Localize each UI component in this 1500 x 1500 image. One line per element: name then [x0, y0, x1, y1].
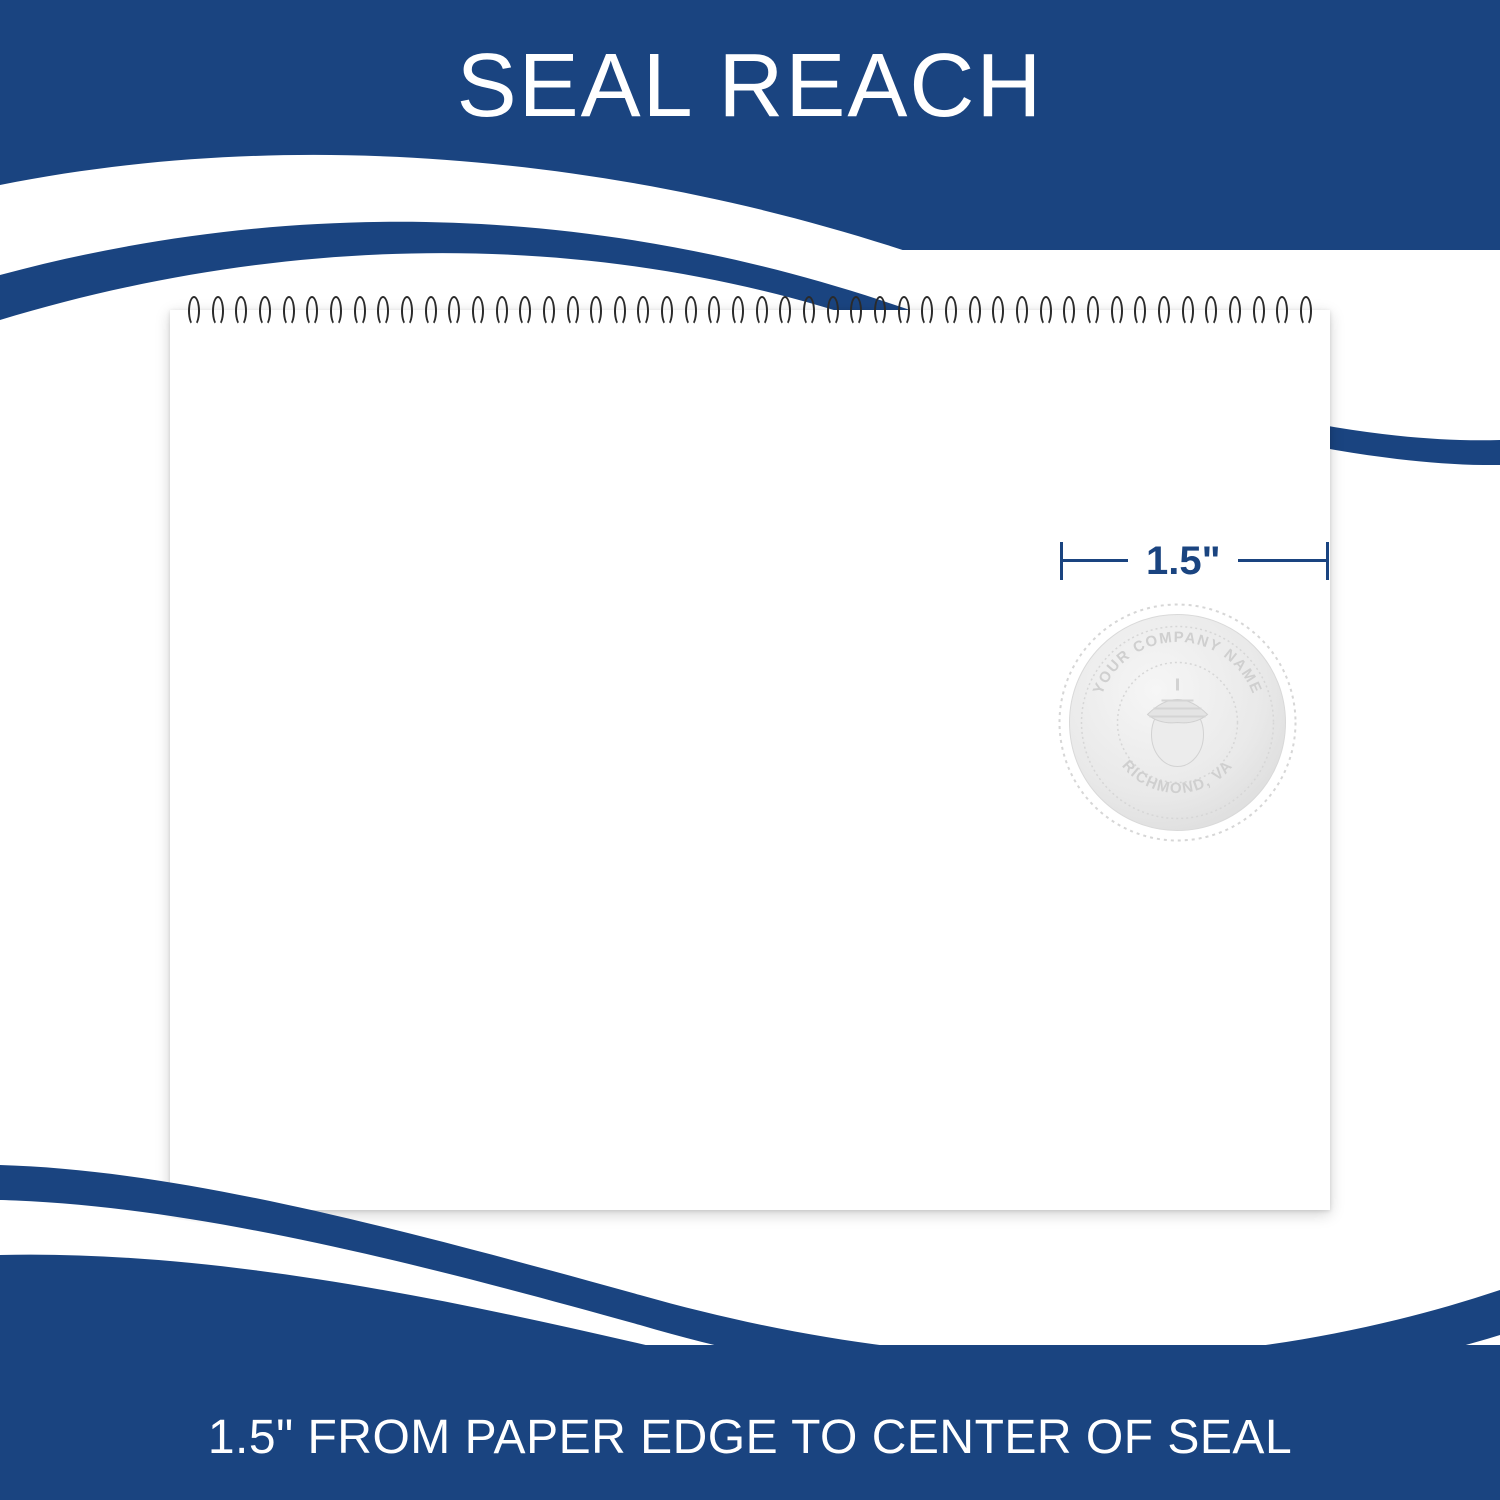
spiral-ring: [590, 296, 602, 326]
spiral-ring: [898, 296, 910, 326]
spiral-ring: [732, 296, 744, 326]
spiral-ring: [1300, 296, 1312, 326]
spiral-ring: [472, 296, 484, 326]
spiral-ring: [874, 296, 886, 326]
spiral-ring: [945, 296, 957, 326]
spiral-ring: [1276, 296, 1288, 326]
embossed-seal: YOUR COMPANY NAME RICHMOND, VA: [1055, 600, 1300, 845]
spiral-ring: [1229, 296, 1241, 326]
spiral-ring: [188, 296, 200, 326]
spiral-ring: [969, 296, 981, 326]
spiral-ring: [661, 296, 673, 326]
header-band: SEAL REACH: [0, 0, 1500, 250]
notepad: 1.5" YOUR COMPANY NAME: [170, 310, 1330, 1210]
spiral-ring: [1040, 296, 1052, 326]
spiral-ring: [235, 296, 247, 326]
spiral-ring: [1205, 296, 1217, 326]
spiral-ring: [803, 296, 815, 326]
spiral-ring: [1016, 296, 1028, 326]
spiral-ring: [567, 296, 579, 326]
measure-line-right: [1238, 559, 1326, 562]
measure-label: 1.5": [1146, 539, 1221, 584]
spiral-ring: [448, 296, 460, 326]
footer-band: 1.5" FROM PAPER EDGE TO CENTER OF SEAL: [0, 1345, 1500, 1500]
spiral-ring: [921, 296, 933, 326]
spiral-ring: [827, 296, 839, 326]
seal-reach-measurement: 1.5": [1060, 535, 1330, 585]
spiral-ring: [1182, 296, 1194, 326]
spiral-ring: [614, 296, 626, 326]
page-title: SEAL REACH: [457, 35, 1044, 138]
spiral-ring: [685, 296, 697, 326]
spiral-ring: [850, 296, 862, 326]
spiral-ring: [306, 296, 318, 326]
spiral-ring: [708, 296, 720, 326]
spiral-ring: [354, 296, 366, 326]
spiral-ring: [1063, 296, 1075, 326]
spiral-ring: [259, 296, 271, 326]
measure-cap-right: [1326, 542, 1329, 580]
spiral-ring: [283, 296, 295, 326]
spiral-ring: [1111, 296, 1123, 326]
spiral-ring: [1087, 296, 1099, 326]
footer-caption: 1.5" FROM PAPER EDGE TO CENTER OF SEAL: [208, 1410, 1292, 1465]
spiral-ring: [637, 296, 649, 326]
spiral-ring: [330, 296, 342, 326]
spiral-ring: [212, 296, 224, 326]
spiral-ring: [496, 296, 508, 326]
spiral-ring: [1134, 296, 1146, 326]
spiral-ring: [1253, 296, 1265, 326]
spiral-ring: [425, 296, 437, 326]
spiral-ring: [756, 296, 768, 326]
measure-line-left: [1060, 559, 1128, 562]
spiral-ring: [519, 296, 531, 326]
spiral-ring: [377, 296, 389, 326]
spiral-binding: [188, 296, 1312, 330]
spiral-ring: [401, 296, 413, 326]
spiral-ring: [779, 296, 791, 326]
spiral-ring: [992, 296, 1004, 326]
spiral-ring: [543, 296, 555, 326]
spiral-ring: [1158, 296, 1170, 326]
